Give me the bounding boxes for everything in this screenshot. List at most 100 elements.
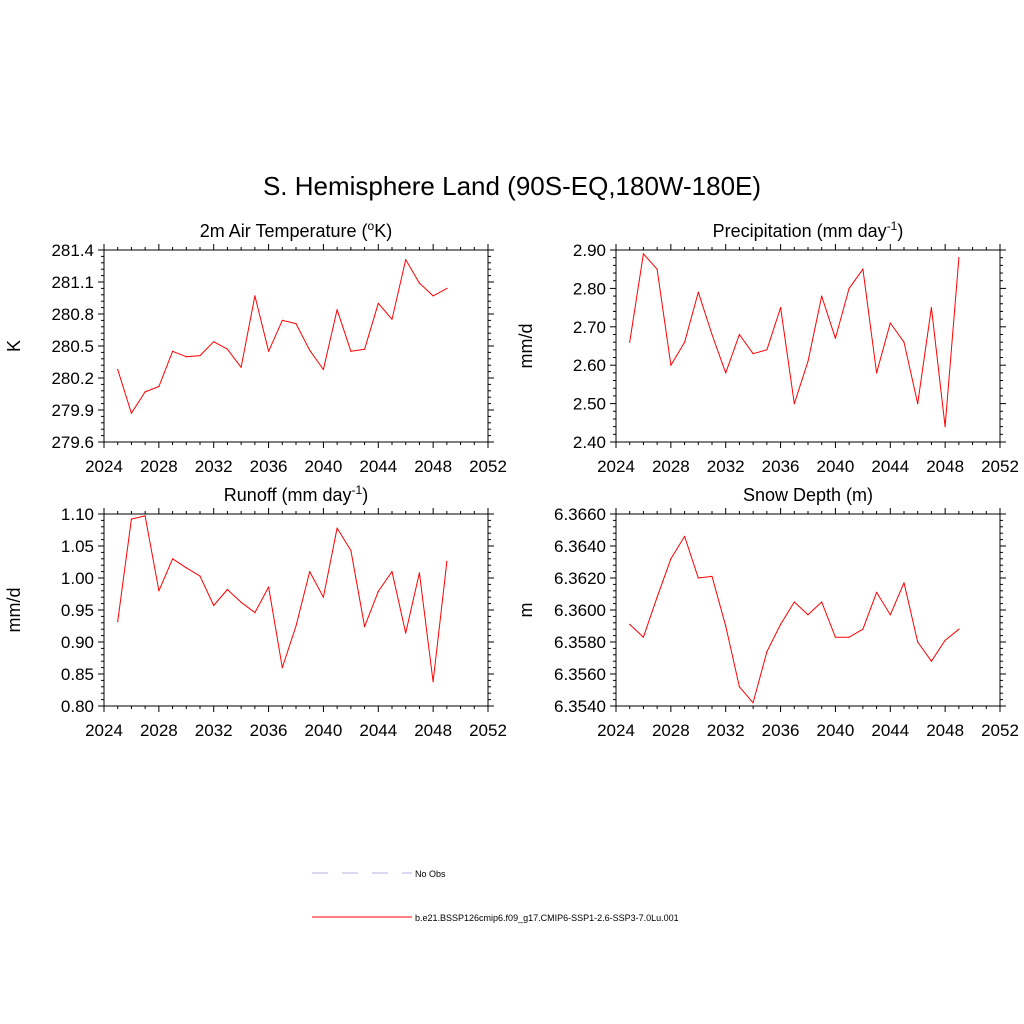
data-point: [766, 651, 768, 653]
data-point: [144, 515, 146, 517]
data-point: [432, 681, 434, 683]
y-tick-label: 6.3620: [554, 569, 606, 588]
data-point: [336, 309, 338, 311]
panel-3: Runoff (mm day-1) mm/d 2024 2028 2032 2036 204…: [4, 483, 507, 740]
x-tick-label: 2028: [652, 721, 690, 740]
y-tick-label: 6.3540: [554, 697, 606, 716]
data-point: [295, 625, 297, 627]
y-tick-label: 2.50: [573, 395, 606, 414]
data-point: [642, 253, 645, 255]
data-point: [405, 632, 407, 634]
data-point: [697, 291, 699, 293]
panel-4: Snow Depth (m) m 2024 2028 2032 2036 2040 2044 2…: [516, 485, 1019, 740]
data-point: [711, 333, 713, 336]
legend-label: b.e21.BSSP126cmip6.f09_g17.CMIP6-SSP1-2.…: [415, 913, 679, 923]
data-point: [240, 366, 242, 368]
data-point: [629, 623, 631, 626]
y-axis-label: m: [516, 603, 536, 618]
data-point: [958, 628, 960, 630]
x-tick-label: 2024: [597, 457, 635, 476]
data-point: [240, 601, 242, 603]
y-tick-label: 280.8: [51, 305, 94, 324]
y-axis-label: mm/d: [516, 324, 536, 369]
x-tick-label: 2028: [140, 457, 178, 476]
panel-title-text: Precipitation (mm day: [713, 221, 887, 241]
data-point: [711, 575, 713, 578]
data-point: [281, 319, 283, 321]
data-point: [322, 596, 324, 598]
data-point: [172, 558, 174, 560]
data-point: [172, 350, 174, 352]
x-tick-label: 2040: [305, 457, 343, 476]
panels: 2m Air Temperature (oK) K 2024 2028 2032 2036…: [4, 219, 1019, 740]
data-point: [766, 349, 768, 351]
data-point: [405, 259, 407, 261]
panel-title-text: Snow Depth (m): [743, 485, 873, 505]
y-tick-label: 0.85: [61, 665, 94, 684]
data-point: [738, 333, 741, 336]
x-tick-label: 2048: [926, 457, 964, 476]
y-tick-label: 6.3600: [554, 601, 606, 620]
data-point: [930, 660, 933, 662]
x-tick-label: 2028: [652, 457, 690, 476]
plot-frame: [103, 513, 489, 707]
y-tick-label: 280.2: [51, 369, 94, 388]
data-point: [226, 348, 228, 350]
data-point: [377, 302, 379, 304]
x-tick-label: 2052: [469, 721, 507, 740]
data-point: [944, 639, 946, 642]
legend-item: b.e21.BSSP126cmip6.f09_g17.CMIP6-SSP1-2.…: [312, 913, 679, 923]
data-point: [793, 403, 795, 405]
panel-title-suffix: ): [897, 221, 903, 241]
data-point: [226, 588, 228, 591]
x-tick-label: 2044: [359, 457, 397, 476]
panel-title-suffix: ): [362, 485, 368, 505]
data-point: [144, 391, 146, 393]
data-point: [199, 355, 201, 357]
plot-frame: [103, 249, 489, 443]
panel-title-suffix: K): [374, 221, 392, 241]
series-line: [117, 259, 448, 414]
x-tick-label: 2032: [195, 721, 233, 740]
data-point: [834, 337, 837, 339]
data-point: [848, 636, 850, 638]
panel-title-text: 2m Air Temperature (: [200, 221, 368, 241]
data-point: [656, 268, 658, 270]
data-point: [322, 368, 324, 371]
data-point: [309, 349, 311, 351]
panel-title: Precipitation (mm day-1): [713, 219, 904, 241]
y-tick-label: 2.90: [573, 241, 606, 260]
y-tick-label: 2.60: [573, 356, 606, 375]
data-point: [958, 257, 960, 259]
y-tick-label: 1.00: [61, 569, 94, 588]
data-point: [295, 323, 297, 325]
x-tick-label: 2048: [926, 721, 964, 740]
data-point: [725, 372, 727, 374]
x-tick-label: 2048: [414, 457, 452, 476]
y-tick-label: 280.5: [51, 337, 94, 356]
y-tick-label: 1.05: [61, 537, 94, 556]
x-tick-label: 2040: [305, 721, 343, 740]
data-point: [350, 549, 352, 552]
x-tick-label: 2052: [469, 457, 507, 476]
data-point: [821, 295, 823, 297]
data-point: [268, 350, 270, 352]
y-tick-label: 279.6: [51, 433, 94, 452]
data-point: [684, 341, 686, 343]
data-point: [158, 385, 160, 388]
data-point: [446, 287, 448, 289]
y-tick-label: 281.1: [51, 273, 94, 292]
panel-2: Precipitation (mm day-1) mm/d 2024 2028 2032…: [516, 219, 1019, 476]
data-point: [117, 368, 119, 371]
y-tick-label: 0.90: [61, 633, 94, 652]
x-tick-label: 2024: [85, 721, 123, 740]
data-point: [917, 403, 919, 405]
data-point: [629, 341, 631, 343]
data-point: [185, 567, 187, 569]
x-tick-label: 2052: [981, 457, 1019, 476]
data-point: [752, 702, 754, 704]
legend-label: No Obs: [415, 869, 446, 879]
panel-title-superscript: -1: [887, 219, 898, 233]
data-point: [336, 527, 338, 529]
